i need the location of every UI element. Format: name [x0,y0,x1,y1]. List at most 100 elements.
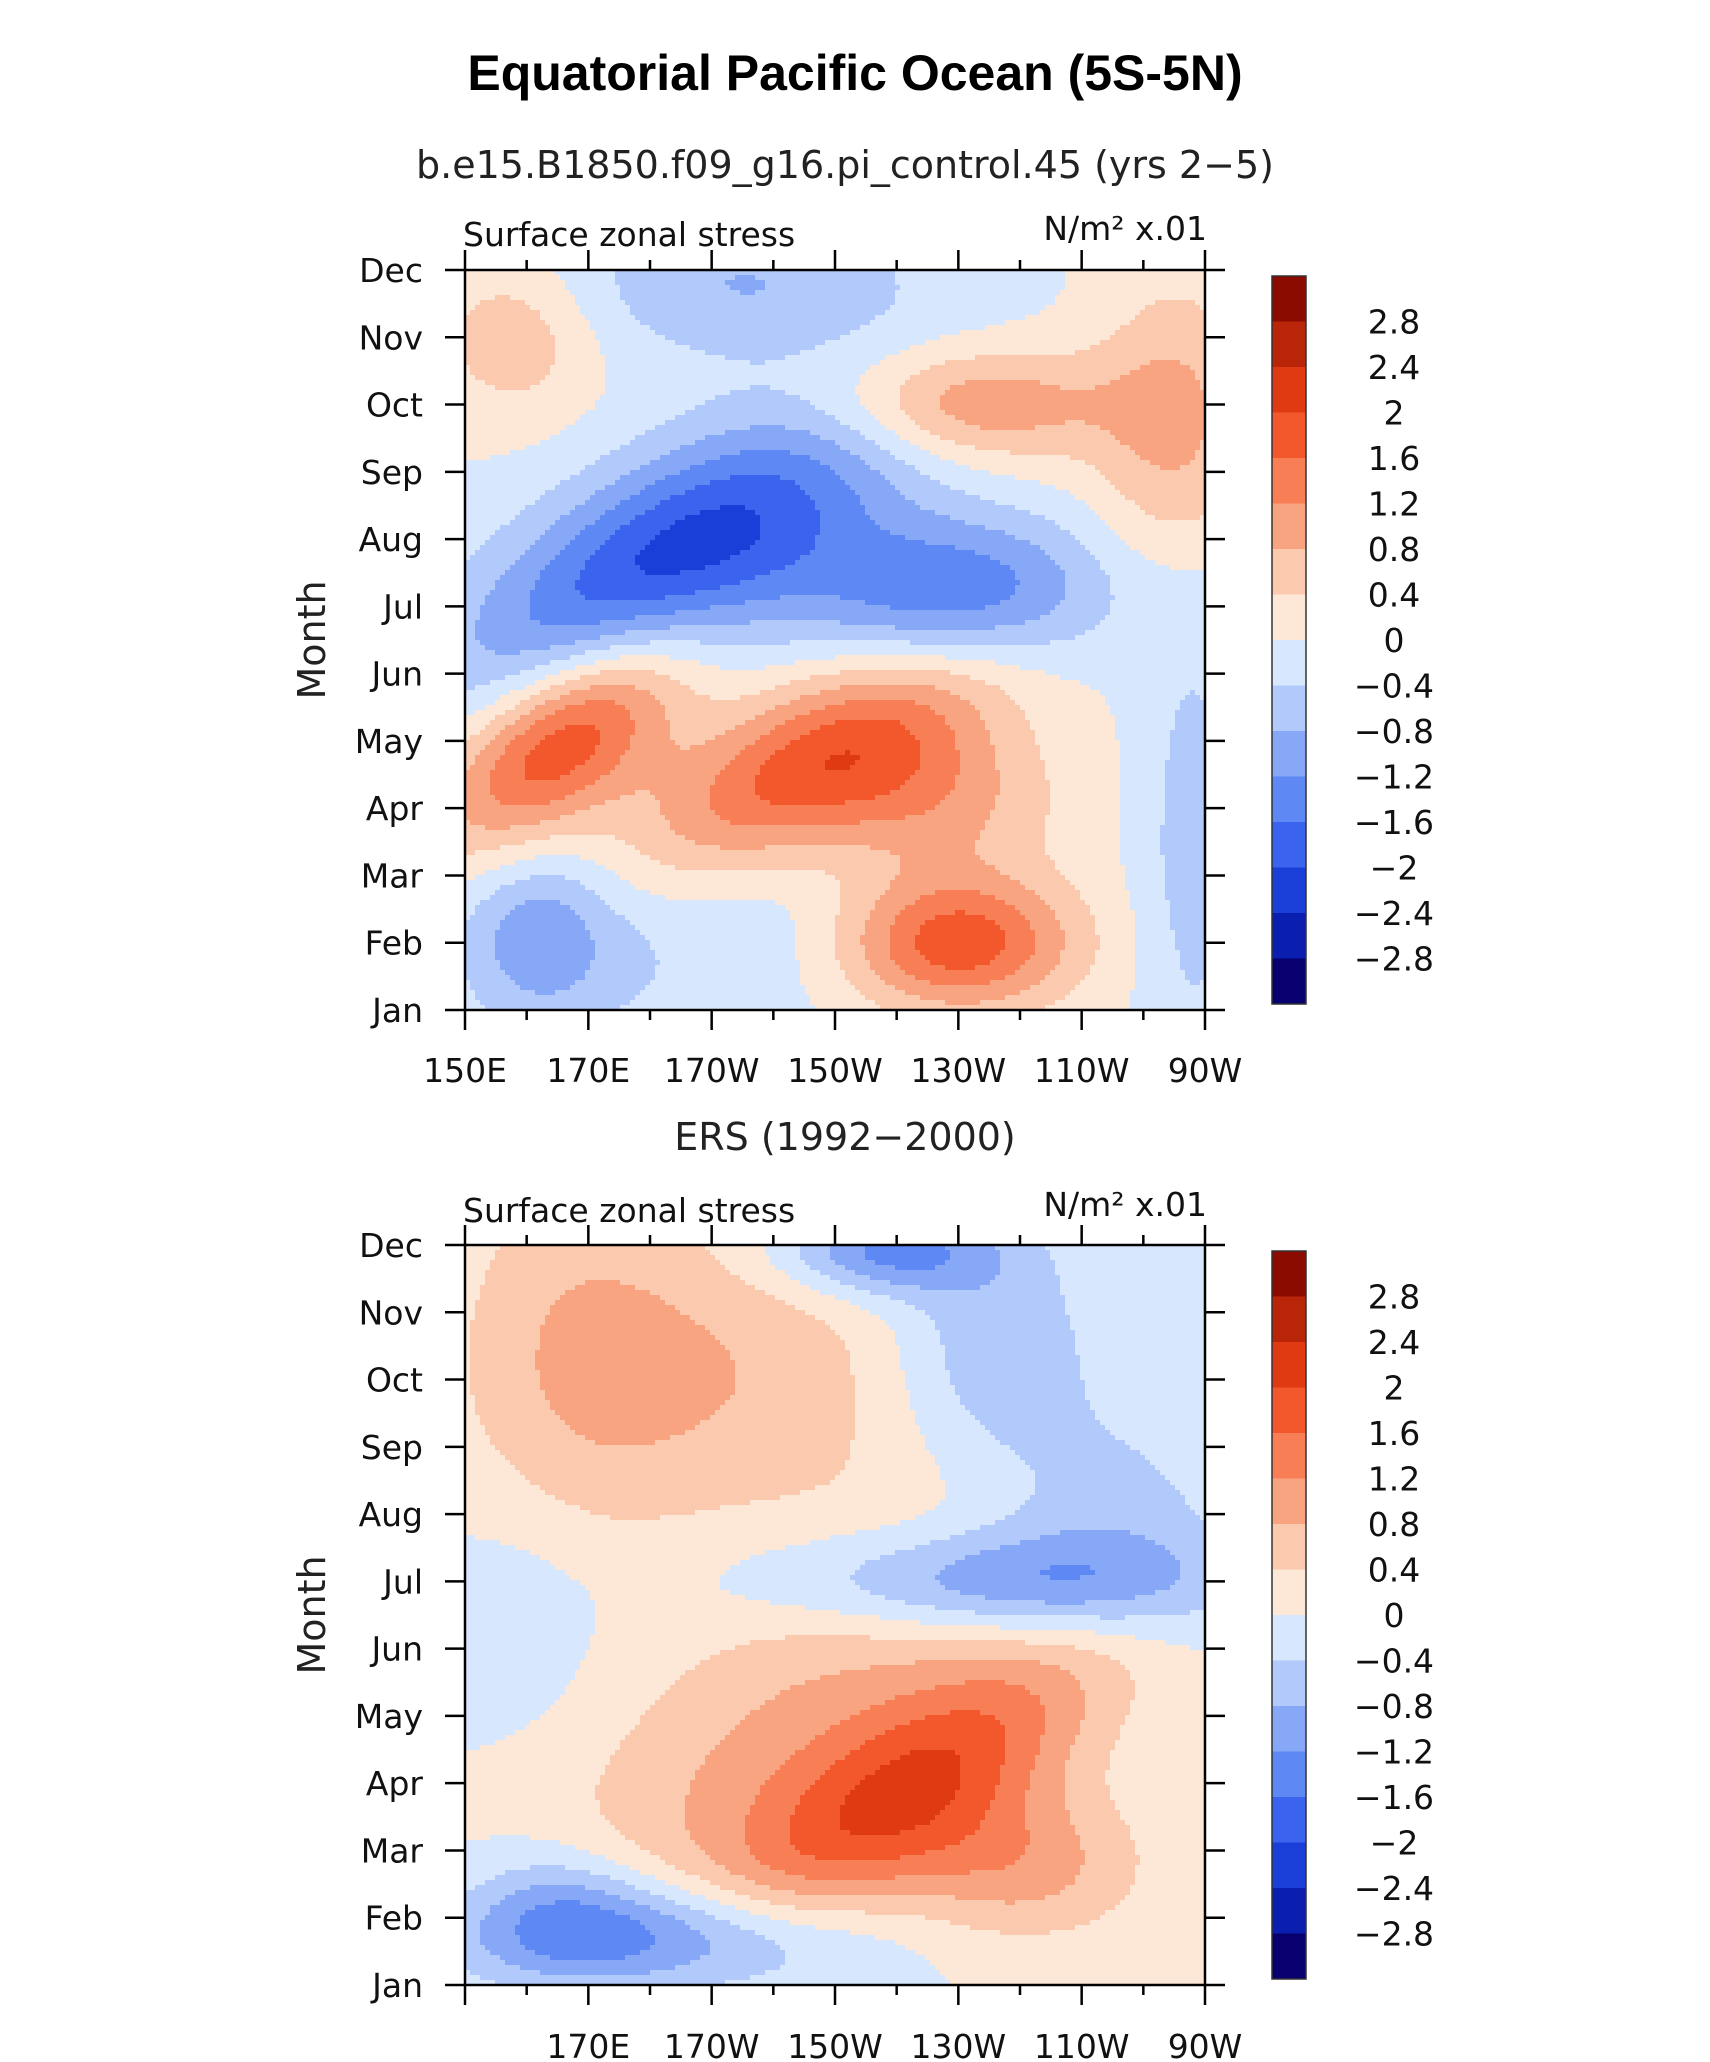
contour-cell [465,320,546,326]
contour-cell [590,965,656,971]
contour-cell [795,1750,851,1756]
contour-cell [1030,1830,1076,1836]
contour-cell [655,1700,766,1706]
contour-cell [465,615,481,621]
contour-cell [540,1715,641,1721]
contour-cell [930,980,991,986]
contour-cell [900,1755,961,1761]
contour-cell [700,1955,786,1961]
contour-cell [885,1730,1006,1736]
contour-cell [815,545,956,551]
contour-cell [1165,1475,1206,1481]
contour-cell [915,1410,971,1416]
contour-cell [875,520,966,526]
contour-cell [465,640,481,646]
contour-cell [1010,1445,1131,1451]
contour-cell [775,1940,896,1946]
contour-cell [995,625,1096,631]
contour-cell [465,730,481,736]
contour-cell [1135,1880,1206,1886]
contour-cell [675,520,761,526]
contour-cell [715,1255,771,1261]
contour-cell [570,540,606,546]
contour-cell [685,1870,731,1876]
contour-cell [465,1810,601,1816]
contour-cell [655,795,711,801]
contour-cell [705,740,756,746]
contour-cell [465,1845,576,1851]
contour-cell [465,310,471,316]
contour-cell [465,1775,601,1781]
contour-cell [1035,1485,1176,1491]
contour-cell [600,730,636,736]
y-tick-label: Oct [366,1361,423,1400]
contour-cell [565,1570,726,1576]
contour-cell [465,855,536,861]
contour-cell [795,660,996,666]
contour-cell [1100,565,1171,571]
colorbar-label: 2.4 [1368,1323,1420,1362]
contour-cell [1120,1815,1206,1821]
contour-cell [845,1800,951,1806]
contour-cell [810,710,936,716]
contour-cell [995,955,1031,961]
contour-cell [900,865,996,871]
contour-cell [890,1280,991,1286]
contour-cell [710,605,891,611]
contour-cell [985,1595,1136,1601]
contour-cell [465,1760,611,1766]
contour-cell [1050,1575,1081,1581]
contour-cell [1040,980,1081,986]
contour-cell [745,1875,806,1881]
contour-cell [625,1735,726,1741]
colorbar-box [1272,1797,1306,1843]
contour-cell [840,1470,941,1476]
contour-cell [1145,1535,1206,1541]
contour-cell [670,825,986,831]
contour-cell [475,685,526,691]
contour-cell [525,900,561,906]
contour-cell [795,1805,841,1811]
contour-cell [1165,890,1206,896]
y-tick-label: Nov [359,1293,423,1332]
contour-cell [865,405,901,411]
contour-cell [465,1450,501,1456]
contour-cell [465,1515,611,1521]
contour-cell [470,735,496,741]
contour-cell [895,300,1056,306]
contour-cell [840,1825,916,1831]
contour-cell [465,480,561,486]
contour-cell [855,760,921,766]
contour-cell [840,880,891,886]
contour-cell [975,845,1046,851]
contour-cell [1000,1545,1166,1551]
contour-cell [715,1410,856,1416]
contour-cell [1180,1575,1206,1581]
contour-cell [1095,960,1136,966]
contour-cell [985,680,1081,686]
contour-cell [1015,475,1106,481]
contour-cell [670,625,896,631]
contour-cell [990,1430,1111,1436]
contour-cell [465,930,496,936]
contour-cell [1130,1005,1206,1011]
contour-cell [690,1790,761,1796]
contour-cell [465,1590,591,1596]
y-tick-label: Feb [365,924,423,963]
contour-cell [1135,1595,1206,1601]
contour-cell [925,1445,1011,1451]
contour-cell [625,705,666,711]
contour-cell [1085,1690,1136,1696]
contour-cell [1000,1625,1206,1631]
contour-cell [730,1350,851,1356]
contour-cell [525,840,626,846]
contour-cell [465,285,566,291]
contour-cell [505,570,541,576]
contour-cell [895,1695,1041,1701]
contour-cell [465,1285,481,1291]
contour-cell [470,915,506,921]
contour-cell [960,330,1116,336]
contour-cell [675,415,836,421]
contour-cell [730,475,781,481]
contour-cell [1055,865,1126,871]
